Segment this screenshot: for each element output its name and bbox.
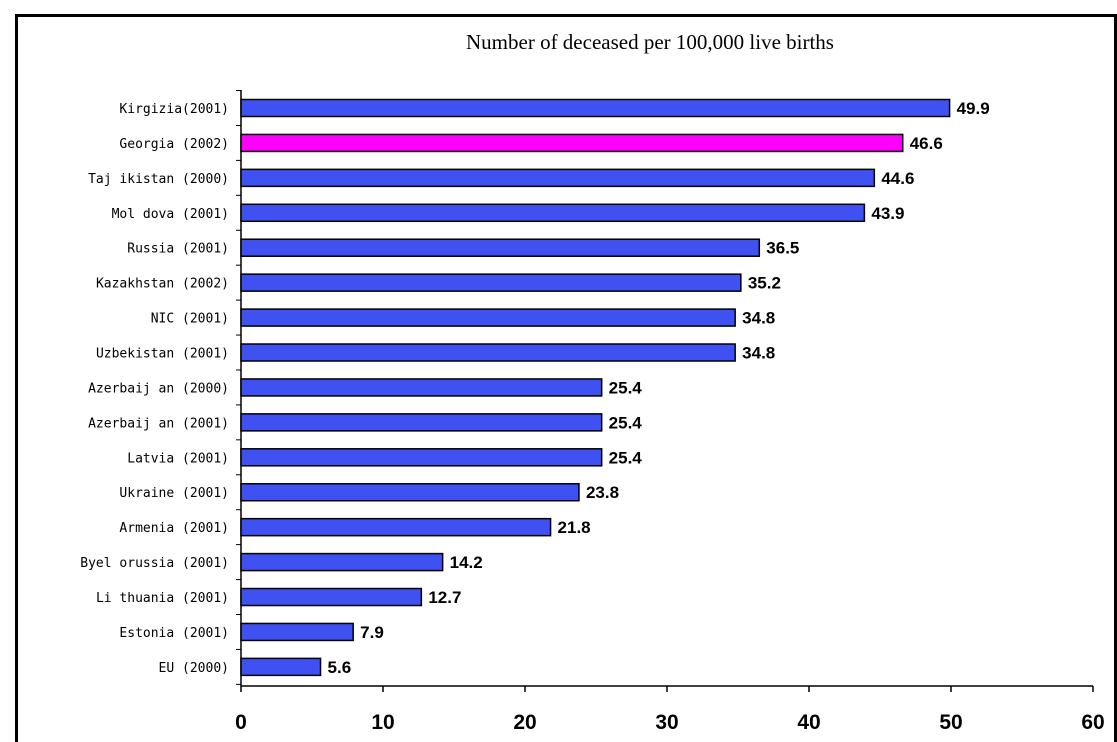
data-label: 21.8 [558, 518, 591, 537]
bar [240, 482, 580, 502]
chart-title: Number of deceased per 100,000 live birt… [466, 30, 834, 54]
bar [240, 238, 761, 257]
bar [240, 378, 603, 397]
category-label: Kazakhstan (2002) [96, 277, 229, 292]
category-label: Georgia (2002) [119, 137, 229, 152]
x-tick-label: 20 [513, 711, 536, 734]
bar [240, 168, 876, 188]
bar [240, 413, 603, 432]
x-tick-label: 60 [1081, 711, 1104, 734]
data-label: 44.6 [881, 169, 914, 188]
x-tick-label: 10 [371, 711, 394, 734]
bar [240, 308, 736, 327]
bar [240, 448, 603, 467]
x-tick-label: 50 [939, 711, 962, 734]
category-label: Uzbekistan (2001) [96, 347, 229, 362]
data-label: 34.8 [742, 344, 775, 363]
data-label: 46.6 [910, 134, 943, 153]
data-label: 23.8 [586, 483, 619, 502]
data-label: 12.7 [428, 588, 461, 607]
category-label: Estonia (2001) [119, 626, 229, 641]
x-tick-label: 0 [235, 711, 247, 734]
data-label: 5.6 [328, 658, 352, 677]
data-label: 43.9 [871, 204, 904, 223]
category-label: EU (2000) [159, 661, 229, 676]
category-label: Azerbaij an (2000) [88, 381, 229, 396]
data-label: 25.4 [609, 378, 643, 397]
data-label: 14.2 [450, 553, 483, 572]
bar [240, 517, 552, 537]
bar [240, 657, 322, 677]
data-label: 35.2 [748, 274, 781, 293]
category-label: Kirgizia(2001) [119, 102, 229, 117]
bar [240, 203, 866, 223]
category-label: Armenia (2001) [119, 521, 229, 536]
x-tick-label: 30 [655, 711, 678, 734]
data-label: 25.4 [609, 448, 643, 467]
x-tick-label: 40 [797, 711, 820, 734]
category-label: Mol dova (2001) [112, 207, 229, 222]
data-label: 36.5 [766, 239, 799, 258]
bar [240, 587, 423, 607]
category-label: Latvia (2001) [127, 451, 229, 466]
category-label: Taj ikistan (2000) [88, 172, 229, 187]
data-label: 49.9 [957, 99, 990, 118]
data-label: 7.9 [360, 623, 384, 642]
bar [240, 552, 444, 572]
category-label: Ukraine (2001) [119, 486, 229, 501]
bar [240, 622, 354, 642]
bar [240, 98, 951, 118]
bar-highlighted [240, 133, 904, 153]
category-label: NIC (2001) [151, 312, 229, 327]
bar [240, 343, 736, 362]
category-label: Li thuania (2001) [96, 591, 229, 606]
category-label: Byel orussia (2001) [80, 556, 229, 571]
data-label: 34.8 [742, 309, 775, 328]
category-label: Azerbaij an (2001) [88, 416, 229, 431]
category-label: Russia (2001) [127, 242, 229, 257]
bar [240, 273, 742, 292]
data-label: 25.4 [609, 413, 643, 432]
